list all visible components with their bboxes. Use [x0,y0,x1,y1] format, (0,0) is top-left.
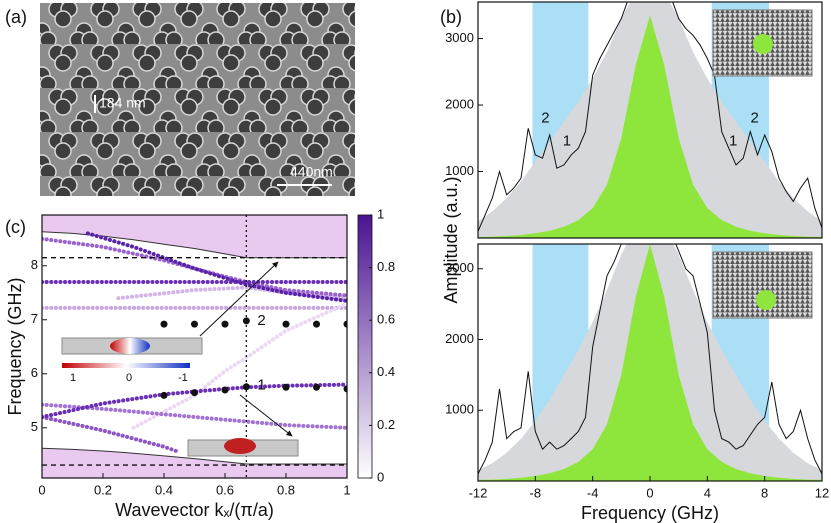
y-tick-label: 2000 [445,96,474,111]
light-cone-region [42,448,347,478]
spectrum-line [478,2,822,232]
y-tick-label: 1000 [445,163,474,178]
data-point [343,320,347,328]
x-tick-label: 0.8 [277,482,295,497]
y-tick-label: 3000 [445,30,474,45]
data-point [160,320,168,328]
y-tick-label: 3000 [445,260,474,275]
data-point [313,320,320,328]
band [42,402,347,430]
area [478,15,822,238]
annotation: 2 [541,109,549,126]
light-cone-region [42,215,347,258]
field-scale-label: -1 [178,372,188,384]
plot-frame [41,214,348,479]
x-tick-label: -4 [587,485,599,500]
y-tick-label: 1000 [445,402,474,417]
data-point [282,320,290,328]
scale-label: 184 nm [99,95,146,111]
y-tick-label: 2000 [445,331,474,346]
spectrum-line [478,244,822,475]
colorbar-tick-label: 0.4 [377,364,395,379]
y-tick-label: 5 [31,419,38,434]
x-tick-label: -8 [530,485,542,500]
scale-label: 440nm [290,164,333,180]
field-scale-label: 0 [126,372,132,384]
data-point [282,383,290,391]
plot-frame [477,1,823,239]
colorbar-tick-label: 0 [377,469,384,484]
light-cone-line [42,231,347,259]
data-point [221,320,229,328]
x-tick-label: 12 [815,485,829,500]
light-cone-line [42,447,347,465]
panel-label: (b) [440,7,462,27]
y-axis-label: Frequency (GHz) [5,277,25,415]
data-point [191,389,198,397]
y-axis-label: Amplitude (a.u.) [441,176,461,303]
band [116,285,347,301]
x-tick-label: 4 [704,485,711,500]
annotation: 1 [257,377,265,394]
x-tick-label: -12 [469,485,488,500]
y-tick-label: 8 [31,257,38,272]
data-point [343,385,347,393]
annotation: 1 [563,133,571,150]
y-tick-label: 7 [31,311,38,326]
area [478,244,822,481]
band [42,415,182,455]
colorbar-tick-label: 0.6 [377,312,395,327]
annotation: 1 [729,133,737,150]
y-tick-label: 6 [31,365,38,380]
x-tick-label: 0 [38,482,45,497]
source-marker [756,290,776,310]
x-tick-label: 1 [343,482,350,497]
x-axis-label: Frequency (GHz) [581,503,719,523]
x-axis-label: Wavevector kₓ/(π/a) [115,500,274,520]
colorbar [357,214,373,479]
data-point [221,386,229,394]
colorbar-tick-label: 0.8 [377,259,395,274]
annotation: 2 [750,109,758,126]
x-tick-label: 0.6 [216,482,234,497]
x-tick-label: 8 [761,485,768,500]
x-tick-label: 0.2 [94,482,112,497]
field-scale-label: 1 [70,372,76,384]
plot-area [478,244,822,481]
panel-label: (a) [5,7,27,27]
data-point [313,383,320,391]
annotation: 2 [257,312,265,329]
data-point [191,320,198,328]
band [85,231,347,303]
band [131,301,347,430]
colorbar-tick-label: 1 [377,206,384,221]
source-marker [753,34,773,54]
panel-label: (c) [5,217,26,237]
sem-image [40,3,355,196]
x-tick-label: 0.4 [155,482,173,497]
x-tick-label: 0 [646,485,653,500]
data-point [160,391,168,399]
colorbar-tick-label: 0.2 [377,417,395,432]
field-insets [61,261,299,457]
